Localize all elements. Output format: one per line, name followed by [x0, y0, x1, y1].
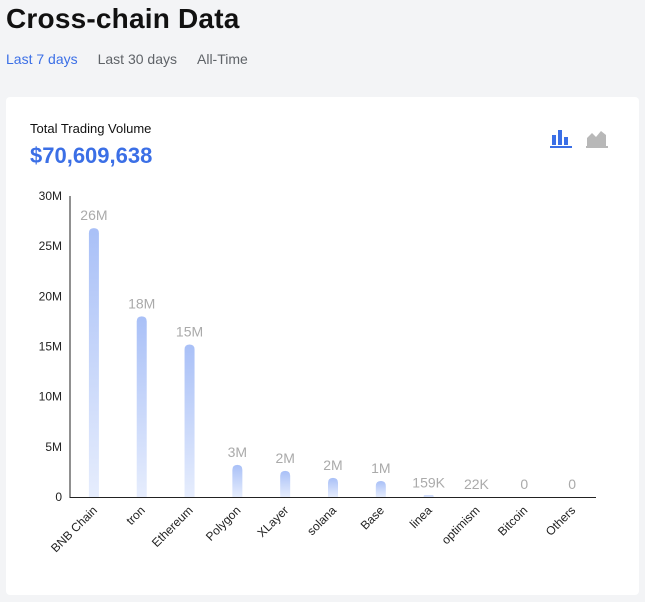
time-range-tabs: Last 7 days Last 30 days All-Time	[6, 51, 268, 67]
page-title: Cross-chain Data	[6, 3, 240, 34]
tab-last-7-days[interactable]: Last 7 days	[6, 51, 78, 67]
card-label: Total Trading Volume	[30, 121, 152, 136]
data-label: 0	[568, 476, 576, 492]
data-label: 3M	[228, 444, 247, 460]
bar	[136, 316, 147, 497]
y-tick-label: 25M	[39, 239, 62, 253]
x-tick-label: Ethereum	[149, 503, 196, 550]
y-tick-label: 0	[55, 490, 62, 504]
y-tick-label: 20M	[39, 289, 62, 303]
y-tick-label: 10M	[39, 390, 62, 404]
area-chart-toggle[interactable]	[586, 128, 608, 148]
bar	[423, 495, 434, 497]
data-label: 2M	[275, 450, 294, 466]
y-tick-label: 30M	[39, 189, 62, 203]
data-label: 18M	[128, 295, 155, 311]
x-tick-label: Base	[358, 503, 387, 532]
bar	[232, 464, 243, 497]
bar	[88, 228, 99, 497]
x-tick-label: optimism	[439, 503, 483, 547]
data-label: 0	[520, 476, 528, 492]
area-chart-icon	[586, 131, 608, 148]
x-tick-label: Others	[543, 503, 578, 538]
x-tick-label: solana	[304, 503, 339, 538]
data-label: 26M	[80, 207, 107, 223]
bar-chart-toggle[interactable]	[550, 128, 572, 148]
bar-chart: 0 5M 10M 15M 20M 25M 30M 26M BNB Chain 18M tron 15M…	[39, 189, 596, 555]
bar	[375, 480, 386, 497]
total-volume-value: $70,609,638	[30, 143, 153, 168]
y-tick-label: 15M	[39, 340, 62, 354]
data-label: 22K	[464, 476, 490, 492]
x-tick-label: Bitcoin	[495, 503, 530, 538]
trading-volume-card: Total Trading Volume $70,609,638 0 5M 10M 1…	[6, 97, 639, 595]
data-label: 2M	[323, 457, 342, 473]
x-tick-label: tron	[123, 503, 148, 528]
x-tick-label: linea	[407, 503, 435, 531]
data-label: 1M	[371, 460, 390, 476]
data-label: 159K	[412, 474, 445, 490]
bar	[328, 477, 338, 497]
bar	[184, 344, 195, 497]
x-tick-label: XLayer	[255, 503, 292, 540]
bar	[280, 470, 291, 497]
y-tick-label: 5M	[45, 440, 62, 454]
tab-last-30-days[interactable]: Last 30 days	[97, 51, 177, 67]
x-tick-label: BNB Chain	[48, 503, 100, 555]
bar-chart-icon	[550, 130, 572, 148]
data-label: 15M	[176, 323, 203, 339]
x-tick-label: Polygon	[203, 503, 244, 544]
tab-all-time[interactable]: All-Time	[197, 51, 248, 67]
